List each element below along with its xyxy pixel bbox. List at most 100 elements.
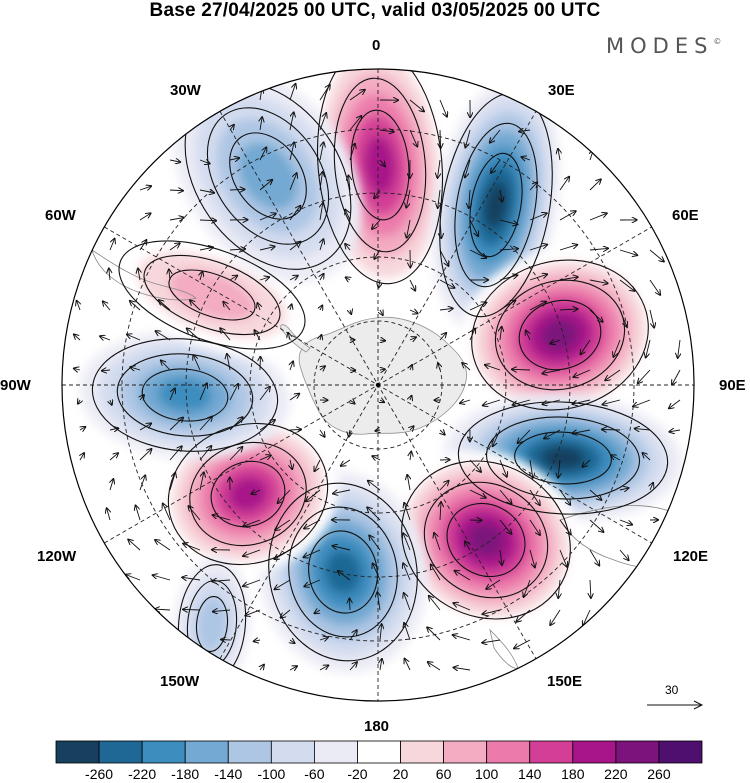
wind-vector bbox=[543, 399, 561, 404]
wind-vector bbox=[469, 189, 470, 208]
wind-vector bbox=[669, 399, 681, 408]
wind-vector bbox=[161, 361, 171, 371]
wind-vector bbox=[638, 369, 651, 383]
wind-vector bbox=[633, 399, 651, 406]
colorbar-tick-label: 140 bbox=[518, 766, 542, 782]
wind-vector bbox=[465, 541, 471, 551]
wind-vector bbox=[559, 549, 567, 567]
lon-label-60w: 60W bbox=[45, 207, 76, 224]
colorbar-swatch bbox=[98, 740, 143, 764]
wind-vector bbox=[229, 158, 239, 160]
wind-vector bbox=[199, 383, 207, 401]
height-contour bbox=[143, 254, 281, 336]
wind-vector bbox=[304, 579, 321, 586]
wind-vector bbox=[229, 417, 243, 431]
wind-vector bbox=[246, 609, 261, 615]
wind-vector bbox=[619, 279, 634, 291]
lon-label-180: 180 bbox=[364, 718, 390, 735]
wind-vector bbox=[349, 429, 350, 437]
wind-vector bbox=[589, 519, 603, 532]
wind-vector bbox=[669, 430, 681, 432]
wind-vector bbox=[109, 269, 110, 281]
map-disc-outline bbox=[61, 68, 695, 702]
wind-vector bbox=[341, 459, 351, 466]
wind-vector bbox=[572, 399, 591, 404]
lon-label-60e: 60E bbox=[672, 207, 699, 224]
wind-vector bbox=[333, 489, 351, 494]
wind-vector bbox=[572, 430, 591, 433]
wind-vector bbox=[229, 447, 242, 461]
wind-vector bbox=[127, 335, 141, 341]
wind-vector bbox=[403, 563, 411, 581]
wind-vector bbox=[290, 361, 293, 371]
wind-vector bbox=[345, 210, 351, 221]
wind-vector bbox=[199, 417, 212, 431]
wind-vector bbox=[439, 249, 449, 266]
wind-vector bbox=[190, 300, 201, 311]
wind-vector bbox=[558, 579, 560, 598]
wind-vector bbox=[139, 475, 145, 491]
colorbar-swatch bbox=[313, 740, 358, 764]
wind-vector bbox=[260, 117, 262, 131]
wind-vector bbox=[619, 249, 637, 255]
wind-vector bbox=[526, 331, 530, 341]
height-contour bbox=[454, 122, 538, 288]
wind-vector bbox=[275, 519, 291, 530]
wind-vector bbox=[289, 242, 301, 251]
wind-vector bbox=[490, 129, 501, 143]
wind-vector bbox=[573, 369, 591, 377]
wind-vector bbox=[486, 579, 501, 589]
south-america-tip bbox=[91, 249, 197, 301]
wind-vector bbox=[439, 481, 449, 491]
colorbar bbox=[55, 740, 703, 764]
wind-vector bbox=[439, 279, 455, 288]
height-contour bbox=[446, 502, 526, 578]
wind-vector bbox=[589, 489, 601, 500]
wind-vector bbox=[187, 328, 201, 341]
wind-vector bbox=[380, 159, 385, 166]
wind-vector bbox=[107, 508, 110, 521]
wind-vector bbox=[500, 549, 502, 565]
colorbar-tick-label: 260 bbox=[647, 766, 671, 782]
lon-label-120e: 120E bbox=[673, 548, 709, 565]
wind-vector bbox=[78, 400, 80, 404]
wind-vector bbox=[289, 206, 300, 221]
brand-name: MODES bbox=[606, 34, 714, 58]
lon-label-30e: 30E bbox=[548, 82, 575, 99]
wind-vector bbox=[404, 593, 411, 611]
wind-vector bbox=[529, 549, 535, 567]
wind-vector bbox=[646, 339, 651, 357]
wind-vector bbox=[259, 247, 275, 250]
wind-vector bbox=[499, 249, 518, 250]
wind-vector bbox=[200, 272, 202, 281]
wind-vector bbox=[619, 309, 627, 327]
wind-vector bbox=[183, 544, 201, 551]
wind-vector bbox=[289, 394, 299, 401]
wind-vector bbox=[410, 365, 412, 370]
colorbar-swatch bbox=[400, 740, 444, 764]
height-contour bbox=[457, 401, 669, 515]
wind-vector bbox=[380, 310, 383, 315]
wind-vector bbox=[590, 579, 591, 598]
anomaly-negative bbox=[79, 331, 291, 459]
wind-vector bbox=[319, 142, 324, 161]
wind-vector bbox=[529, 182, 537, 191]
wind-vector bbox=[380, 624, 382, 641]
height-contour bbox=[195, 596, 229, 652]
wind-vector bbox=[110, 400, 112, 405]
wind-vector bbox=[529, 245, 547, 251]
wind-vector bbox=[499, 489, 512, 504]
wind-vector bbox=[169, 218, 184, 220]
colorbar-tick-label: -180 bbox=[171, 766, 200, 782]
wind-vector bbox=[199, 446, 211, 461]
wind-vector bbox=[346, 277, 350, 280]
wind-vector bbox=[409, 279, 415, 291]
wind-vector bbox=[619, 519, 632, 525]
wind-vector bbox=[465, 129, 471, 147]
lon-label-90e: 90E bbox=[719, 377, 746, 394]
height-contour bbox=[514, 431, 612, 485]
wind-vector bbox=[482, 640, 501, 643]
wind-vector bbox=[431, 565, 441, 581]
reference-vector-arrow bbox=[647, 700, 704, 710]
wind-vector bbox=[229, 189, 244, 190]
